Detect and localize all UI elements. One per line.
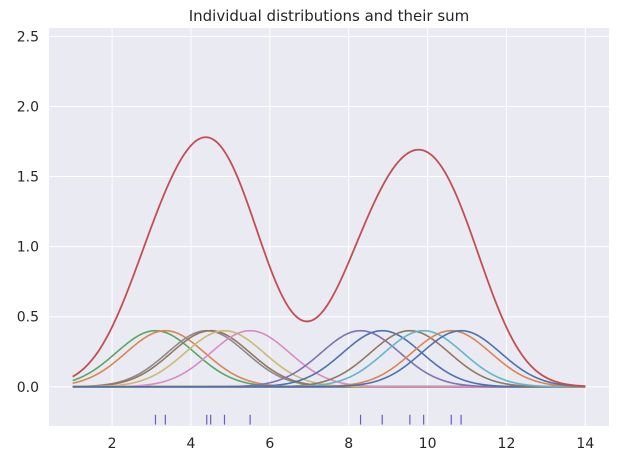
chart-title: Individual distributions and their sum bbox=[189, 7, 470, 25]
x-tick-label: 2 bbox=[108, 436, 117, 452]
x-tick-label: 14 bbox=[576, 436, 594, 452]
tick-labels: 2 4 6 8 10 12 14 0.0 0.5 1.0 1.5 2.0 2.5 bbox=[17, 29, 595, 452]
distribution-line-12 bbox=[72, 329, 586, 388]
x-tick-label: 4 bbox=[187, 436, 196, 452]
x-tick-label: 6 bbox=[265, 436, 274, 452]
series-lines bbox=[72, 136, 586, 388]
y-tick-label: 2.0 bbox=[17, 99, 39, 115]
x-tick-label: 10 bbox=[419, 436, 437, 452]
y-tick-label: 1.5 bbox=[17, 170, 39, 186]
y-tick-label: 0.5 bbox=[17, 310, 39, 326]
x-tick-label: 8 bbox=[344, 436, 353, 452]
y-tick-label: 0.0 bbox=[17, 380, 39, 396]
y-tick-label: 2.5 bbox=[17, 29, 39, 45]
sum-line bbox=[72, 136, 586, 388]
x-tick-label: 12 bbox=[498, 436, 516, 452]
rug-marks bbox=[154, 414, 462, 425]
y-tick-label: 1.0 bbox=[17, 240, 39, 256]
grid-lines bbox=[49, 28, 609, 426]
plot-area-background bbox=[49, 28, 609, 426]
